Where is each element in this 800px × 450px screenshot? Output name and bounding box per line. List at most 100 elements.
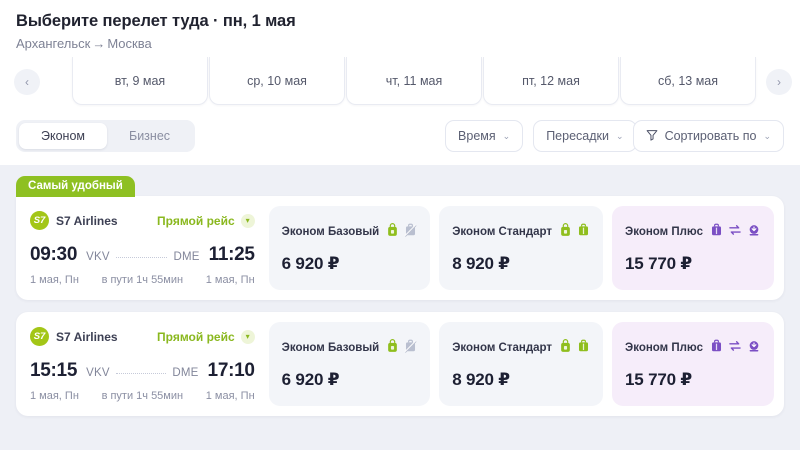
arrival-airport-code: DME [173,251,200,263]
backpack-included-icon [386,222,399,242]
fare-price: 8 920 ₽ [452,253,510,273]
suitcase-included-icon [577,223,590,242]
suitcase-icon [710,223,723,242]
airline-name: S7 Airlines [56,213,118,228]
date-tab-label: пт, 12 мая [522,73,580,88]
fare-baggage-icons [386,222,417,242]
date-tab[interactable]: пт, 12 мая [483,57,619,105]
exchange-icon [728,339,742,358]
fare-header: Эконом Базовый [281,222,418,242]
departure-airport-code: VKV [86,367,110,379]
fare-option[interactable]: Эконом Стандарт 8 920 ₽ [439,206,604,290]
cabin-class-toggle: Эконом Бизнес [16,120,196,152]
date-tab[interactable]: сб, 13 мая [620,57,756,105]
stops-filter-label: Пересадки [546,129,609,143]
cabin-class-business[interactable]: Бизнес [129,129,171,143]
fare-name: Эконом Базовый [281,226,380,238]
fare-option[interactable]: Эконом Базовый 6 920 ₽ [268,206,431,290]
fare-option[interactable]: Эконом Базовый 6 920 ₽ [268,322,431,406]
refund-icon [747,223,761,242]
date-tab-label: сб, 13 мая [657,73,719,88]
flight-duration: в пути 1ч 55мин [101,390,184,402]
fare-option[interactable]: Эконом Стандарт 8 920 ₽ [439,322,604,406]
chevron-right-icon: › [777,75,781,89]
arrival-time: 17:10 [207,360,255,381]
chevron-left-icon: ‹ [25,75,29,89]
route-destination: Москва [107,36,152,51]
flight-card[interactable]: S7 S7 Airlines Прямой рейс ▾ 09:30 VKV DME 11:2… [16,196,784,300]
departure-time: 09:30 [30,244,78,265]
backpack-included-icon [559,222,572,242]
direct-flight-label: Прямой рейс [157,329,235,344]
flight-card[interactable]: S7 S7 Airlines Прямой рейс ▾ 15:15 VKV DME 17:1… [16,312,784,416]
fare-header: Эконом Базовый [281,338,418,358]
chevron-down-icon: ⌄ [763,130,771,141]
s7-logo-icon: S7 [30,211,49,230]
chevron-down-icon: ⌄ [502,130,511,141]
fare-header: Эконом Плюс [625,223,761,242]
fare-header: Эконом Стандарт [452,222,590,242]
fare-baggage-icons [559,338,590,358]
arrival-date: 1 мая, Пн [205,274,255,286]
fare-name: Эконом Стандарт [452,226,553,238]
time-filter-button[interactable]: Время ⌄ [445,120,524,152]
fare-baggage-icons [386,338,417,358]
page-title: Выберите перелет туда · пн, 1 мая [16,12,296,30]
chevron-down-icon: ▾ [240,213,255,228]
fare-name: Эконом Базовый [281,342,380,354]
flight-meta-row: 1 мая, Пн в пути 1ч 55мин 1 мая, Пн [30,390,255,402]
chevron-down-icon: ▾ [240,329,255,344]
fare-price: 15 770 ₽ [625,369,692,389]
direct-flight-toggle[interactable]: Прямой рейс ▾ [157,329,255,344]
backpack-included-icon [386,338,399,358]
date-tab[interactable]: вт, 9 мая [72,57,208,105]
date-tab-label: ср, 10 мая [247,73,307,88]
date-tab-list: вт, 9 мая ср, 10 мая чт, 11 мая пт, 12 мая с… [0,57,757,105]
flight-meta-row: 1 мая, Пн в пути 1ч 55мин 1 мая, Пн [30,274,255,286]
fare-option[interactable]: Эконом Плюс 15 770 ₽ [612,206,774,290]
status-badge: Самый удобный [16,176,135,197]
times-row: 09:30 VKV DME 11:25 [30,244,255,266]
time-filter-label: Время [458,129,496,143]
suitcase-excluded-icon [404,339,417,358]
departure-airport-code: VKV [86,251,110,263]
flight-duration: в пути 1ч 55мин [101,274,184,286]
fare-name: Эконом Плюс [625,226,703,238]
route-line: VKV DME [77,367,207,379]
fare-name: Эконом Плюс [625,342,703,354]
next-dates-button[interactable]: › [766,69,792,95]
sort-button[interactable]: Сортировать по ⌄ [632,120,784,152]
cabin-class-economy[interactable]: Эконом [19,123,107,149]
route-dotted-line [115,256,168,258]
arrival-time: 11:25 [208,244,255,265]
fare-baggage-icons [710,223,761,242]
best-option-badge-wrap: Самый удобный [0,165,800,197]
backpack-included-icon [559,338,572,358]
direct-flight-label: Прямой рейс [157,213,235,228]
route-summary: Архангельск → Москва [16,36,784,51]
prev-dates-button[interactable]: ‹ [14,69,40,95]
departure-date: 1 мая, Пн [30,274,79,286]
airline-row: S7 S7 Airlines Прямой рейс ▾ [30,211,255,230]
airline-name: S7 Airlines [56,329,118,344]
suitcase-icon [710,339,723,358]
fare-price: 8 920 ₽ [452,369,510,389]
direct-flight-toggle[interactable]: Прямой рейс ▾ [157,213,255,228]
fare-options: Эконом Базовый 6 920 ₽ Эконом Стандарт 8 92… [268,206,774,290]
fare-price: 6 920 ₽ [281,253,340,273]
suitcase-excluded-icon [404,223,417,242]
exchange-icon [728,223,742,242]
date-tab[interactable]: ср, 10 мая [209,57,345,105]
date-tab[interactable]: чт, 11 мая [346,57,482,105]
times-row: 15:15 VKV DME 17:10 [30,360,255,382]
fare-header: Эконом Плюс [625,339,761,358]
fare-option[interactable]: Эконом Плюс 15 770 ₽ [612,322,774,406]
arrival-airport-code: DME [172,367,199,379]
stops-filter-button[interactable]: Пересадки ⌄ [533,120,637,152]
fare-price: 15 770 ₽ [625,253,692,273]
s7-logo-icon: S7 [30,327,49,346]
route-dotted-line [115,372,167,374]
filter-bar: Эконом Бизнес Время ⌄ Пересадки ⌄ Сортир… [0,107,800,165]
refund-icon [747,339,761,358]
